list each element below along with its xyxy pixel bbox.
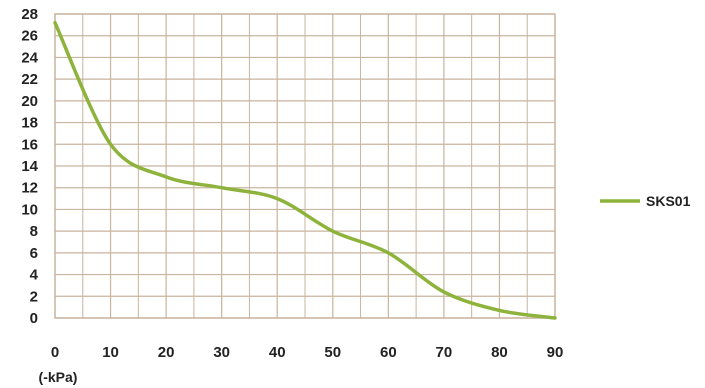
y-tick-label: 18 [21,115,38,132]
y-tick-label: 22 [21,71,38,88]
y-tick-label: 12 [21,180,38,197]
y-tick-label: 6 [30,245,38,262]
y-tick-label: 24 [21,49,38,66]
y-tick-label: 10 [21,201,38,218]
y-tick-label: 20 [21,93,38,110]
y-tick-label: 0 [30,310,38,327]
y-tick-label: 2 [30,288,38,305]
x-tick-label: 70 [436,344,453,361]
series-lines [53,20,557,320]
y-tick-label: 26 [21,28,38,45]
grid [54,13,556,319]
x-tick-label: 40 [269,344,286,361]
x-axis-unit-label: (-kPa) [39,369,78,385]
y-tick-label: 16 [21,136,38,153]
plot-area-border [54,13,556,319]
x-tick-label: 50 [324,344,341,361]
x-tick-label: 60 [380,344,397,361]
y-tick-label: 28 [21,6,38,23]
y-tick-label: 8 [30,223,38,240]
x-tick-label: 90 [547,344,564,361]
x-axis-ticks: 0 10 20 30 40 50 60 70 80 90 [51,344,564,361]
x-tick-label: 10 [102,344,119,361]
x-tick-label: 20 [158,344,175,361]
legend-label: SKS01 [646,193,691,209]
y-tick-label: 14 [21,158,38,175]
x-tick-label: 0 [51,344,59,361]
y-tick-label: 4 [30,267,39,284]
x-tick-label: 30 [213,344,230,361]
legend: SKS01 [600,193,691,209]
series-line-sks01 [53,20,557,320]
x-tick-label: 80 [491,344,508,361]
